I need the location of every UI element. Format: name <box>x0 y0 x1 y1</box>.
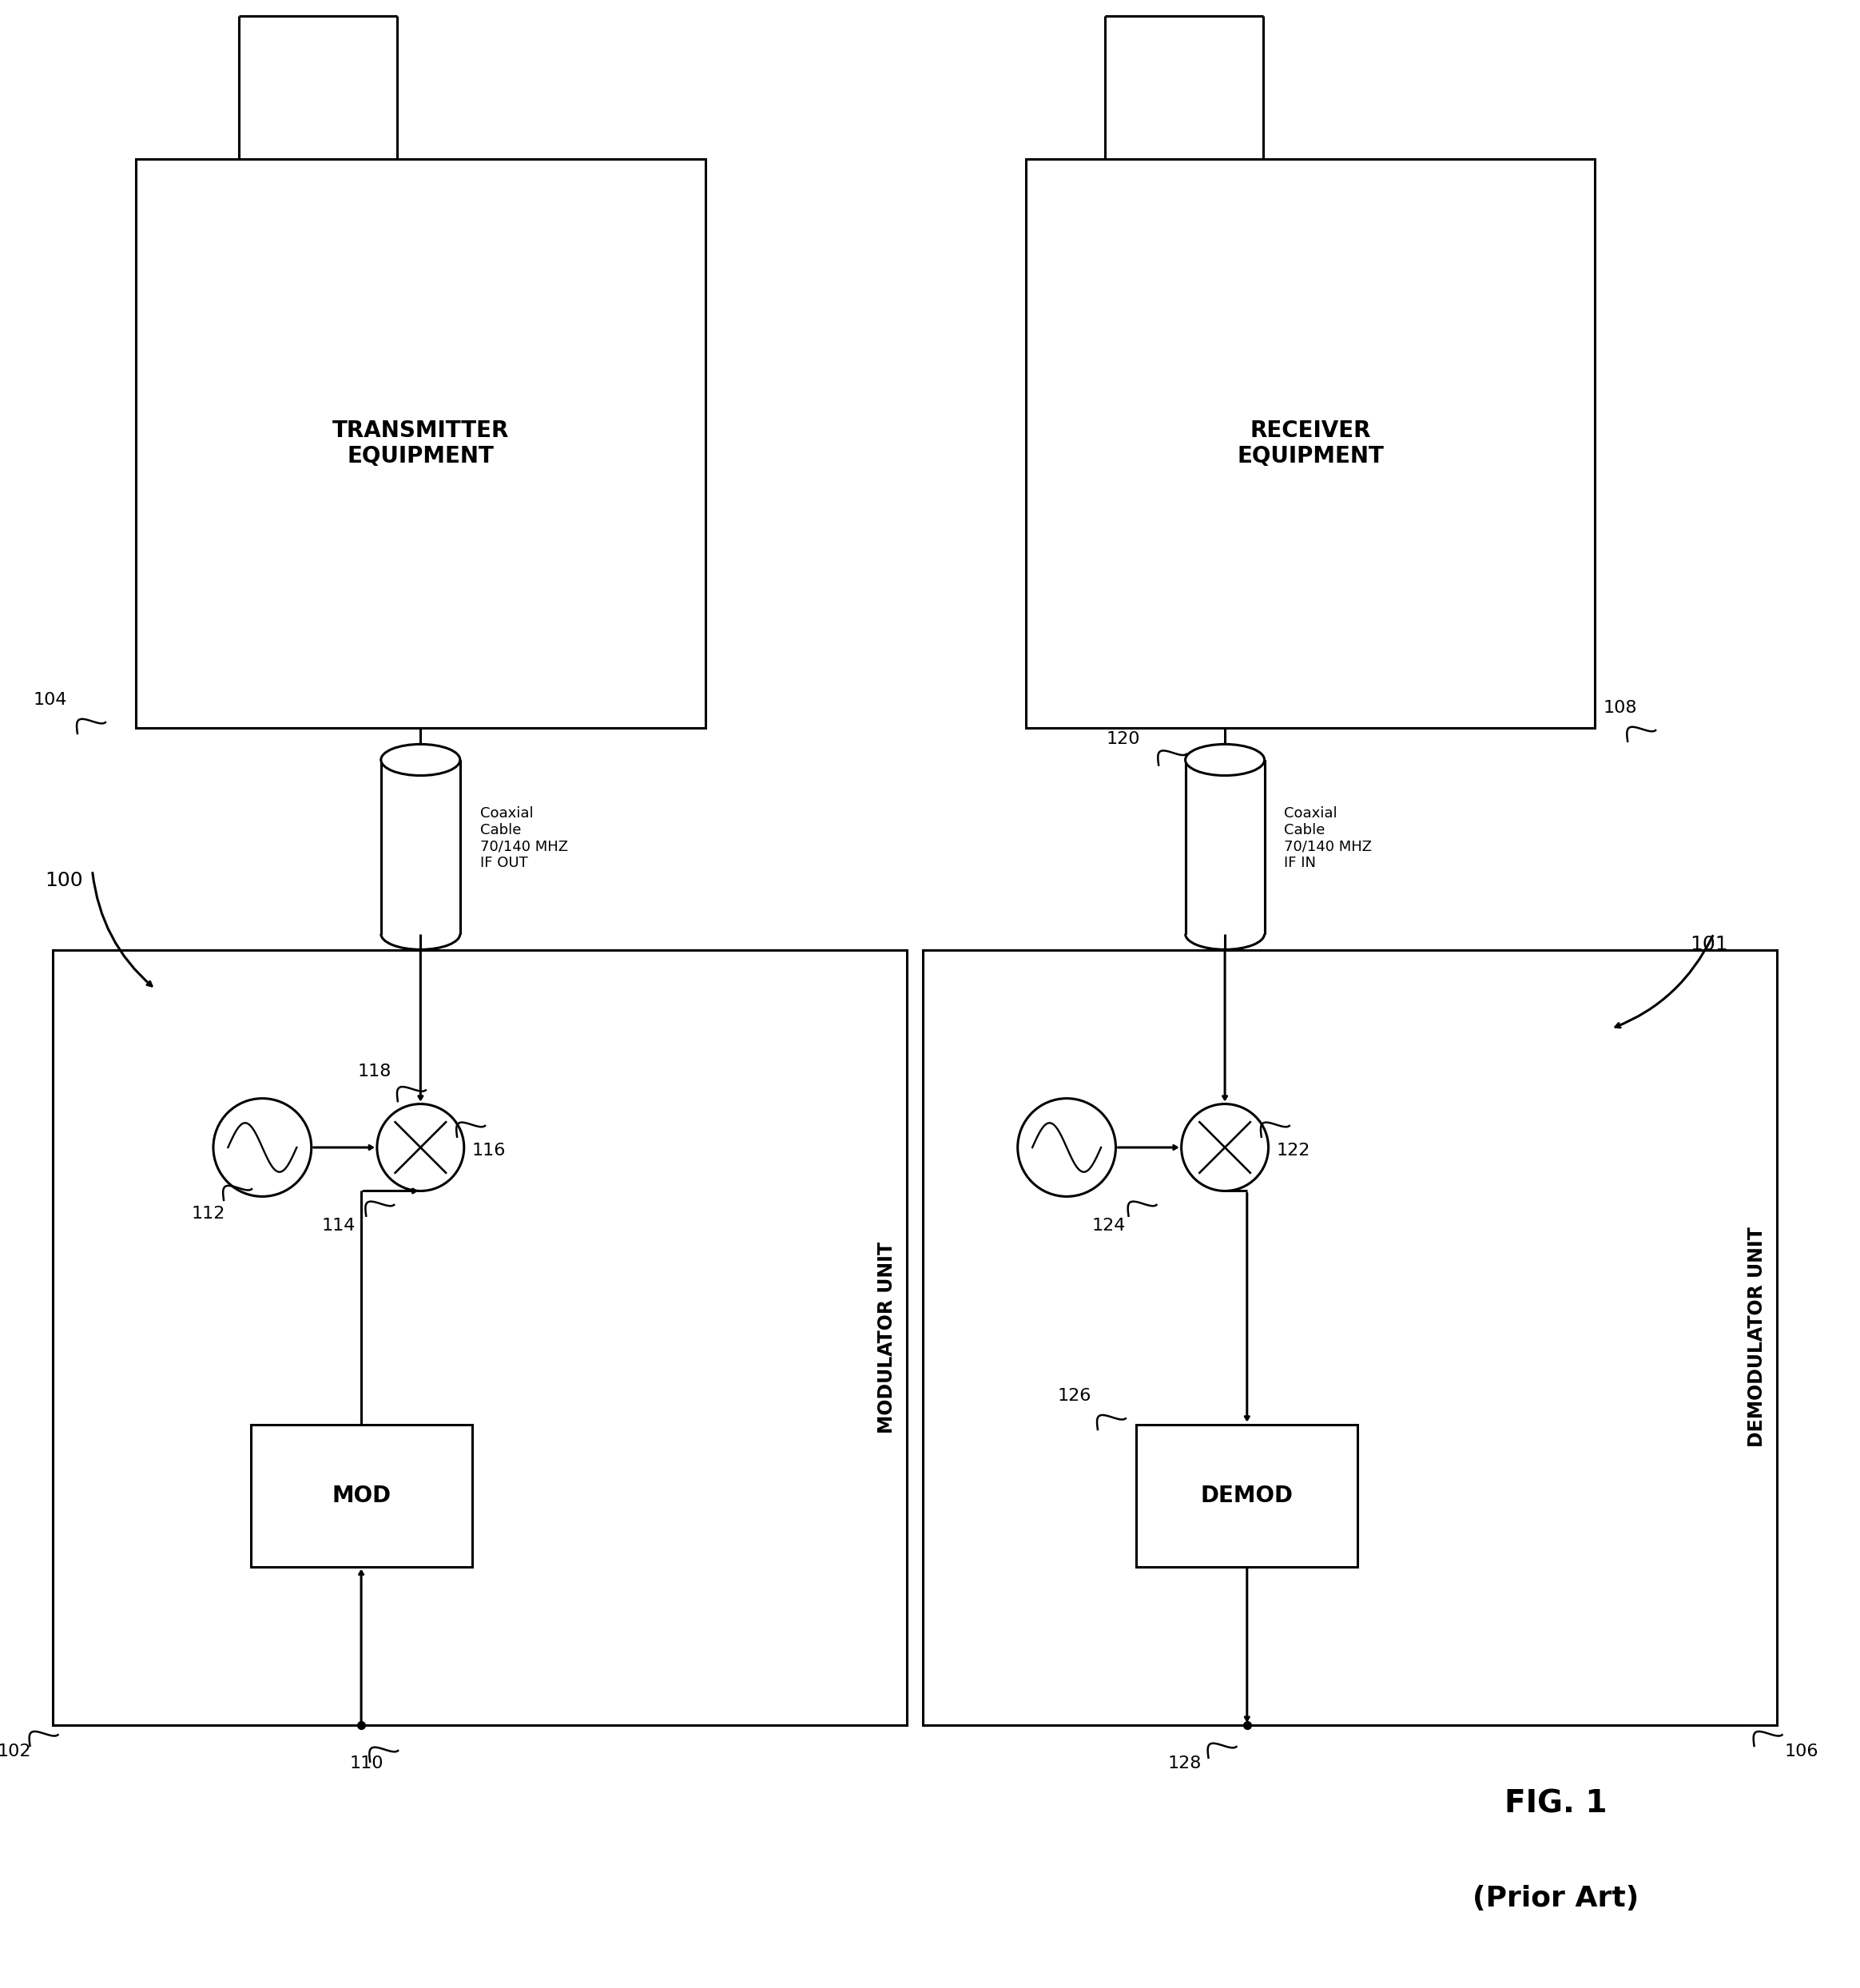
Text: Coaxial
Cable
70/140 MHZ
IF IN: Coaxial Cable 70/140 MHZ IF IN <box>1283 805 1373 871</box>
Text: 118: 118 <box>357 1064 391 1079</box>
Text: 101: 101 <box>1691 934 1728 954</box>
Text: 112: 112 <box>192 1207 225 1223</box>
Bar <box>1136 1423 1358 1567</box>
Text: 120: 120 <box>1107 732 1140 747</box>
Text: 106: 106 <box>1786 1743 1819 1759</box>
Text: 102: 102 <box>0 1743 32 1759</box>
Bar <box>1025 159 1596 728</box>
Text: RECEIVER
EQUIPMENT: RECEIVER EQUIPMENT <box>1237 419 1384 467</box>
Text: DEMODULATOR UNIT: DEMODULATOR UNIT <box>1748 1227 1767 1447</box>
Text: 122: 122 <box>1276 1143 1309 1159</box>
Text: 124: 124 <box>1092 1219 1125 1235</box>
Bar <box>1185 759 1265 934</box>
Text: 104: 104 <box>33 692 67 708</box>
Text: 128: 128 <box>1168 1755 1202 1771</box>
Text: 108: 108 <box>1603 700 1637 716</box>
Text: MOD: MOD <box>331 1485 391 1507</box>
Text: 100: 100 <box>45 871 84 891</box>
Bar <box>136 159 705 728</box>
Text: (Prior Art): (Prior Art) <box>1473 1885 1639 1912</box>
Text: 116: 116 <box>472 1143 506 1159</box>
Text: MODULATOR UNIT: MODULATOR UNIT <box>878 1241 897 1433</box>
Ellipse shape <box>381 744 459 775</box>
Ellipse shape <box>1185 744 1265 775</box>
Text: FIG. 1: FIG. 1 <box>1505 1789 1607 1819</box>
Text: 110: 110 <box>350 1755 383 1771</box>
Bar <box>923 950 1776 1726</box>
Bar <box>381 759 459 934</box>
Bar <box>251 1423 472 1567</box>
Text: Coaxial
Cable
70/140 MHZ
IF OUT: Coaxial Cable 70/140 MHZ IF OUT <box>480 805 567 871</box>
Text: DEMOD: DEMOD <box>1202 1485 1293 1507</box>
Text: 114: 114 <box>322 1219 355 1235</box>
Text: 126: 126 <box>1056 1388 1092 1404</box>
Bar <box>52 950 908 1726</box>
Text: TRANSMITTER
EQUIPMENT: TRANSMITTER EQUIPMENT <box>333 419 510 467</box>
